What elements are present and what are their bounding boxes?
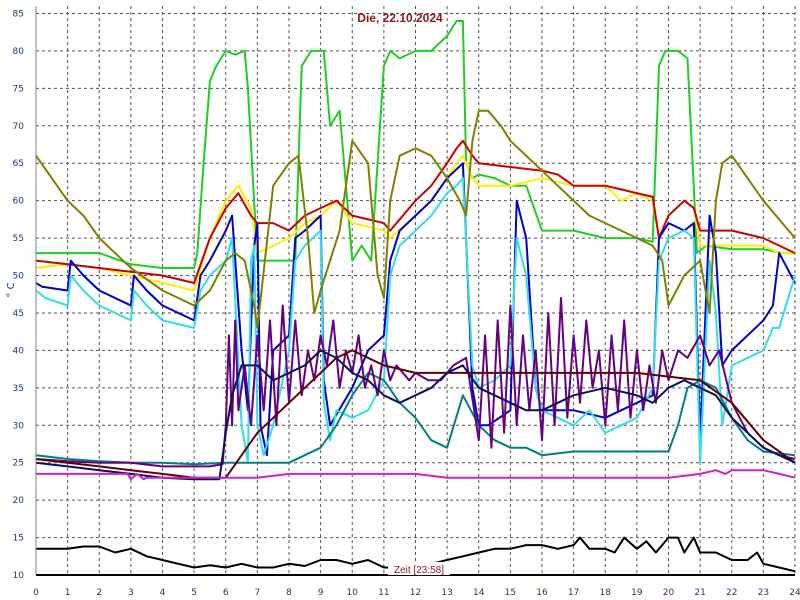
y-tick-label: 75	[13, 84, 24, 94]
x-tick-label: 11	[378, 588, 389, 598]
y-tick-label: 25	[13, 459, 24, 469]
x-tick-label: 0	[33, 588, 39, 598]
x-tick-label: 13	[441, 588, 452, 598]
x-tick-label: 5	[191, 588, 197, 598]
x-tick-label: 17	[568, 588, 579, 598]
y-tick-label: 85	[13, 9, 24, 19]
y-tick-label: 80	[13, 47, 25, 57]
y-tick-label: 55	[13, 234, 24, 244]
y-tick-label: 35	[13, 384, 24, 394]
series-line	[36, 20, 795, 269]
x-tick-label: 18	[600, 588, 612, 598]
x-tick-labels: 0 1 2 3 4 5 6 7 8 9 10 11 12 13 14 15 16 17 18 19 20 21 22 23 24	[33, 588, 800, 598]
x-tick-label: 10	[347, 588, 359, 598]
y-tick-label: 60	[13, 197, 25, 207]
x-tick-label: 1	[65, 588, 71, 598]
series-line	[35, 139, 796, 284]
x-tick-label: 23	[758, 588, 769, 598]
x-axis-label: Zeit [23:58]	[394, 565, 444, 576]
y-tick-label: 45	[13, 309, 24, 319]
x-tick-label: 15	[505, 588, 516, 598]
y-tick-label: 20	[13, 496, 25, 506]
y-axis-label: ° C	[6, 282, 17, 297]
x-tick-label: 20	[663, 588, 675, 598]
y-tick-label: 40	[13, 346, 25, 356]
series-line	[36, 536, 796, 573]
x-tick-label: 3	[128, 588, 134, 598]
series-lines	[35, 20, 796, 573]
x-tick-label: 24	[789, 588, 800, 598]
y-tick-label: 15	[13, 534, 24, 544]
series-line	[36, 469, 796, 481]
series-line	[35, 109, 796, 329]
series-line	[35, 177, 796, 464]
x-axis-label-background	[388, 562, 450, 575]
series-line	[35, 371, 796, 466]
y-tick-label: 30	[13, 421, 25, 431]
x-tick-label: 21	[694, 588, 705, 598]
y-tick-label: 10	[13, 571, 25, 581]
x-tick-label: 7	[255, 588, 261, 598]
x-tick-label: 6	[223, 588, 229, 598]
x-tick-label: 9	[318, 588, 324, 598]
y-tick-label: 65	[13, 159, 24, 169]
y-tick-label: 70	[13, 122, 25, 132]
x-tick-label: 14	[473, 588, 485, 598]
x-tick-label: 2	[96, 588, 102, 598]
series-line	[35, 349, 796, 481]
x-tick-label: 22	[726, 588, 737, 598]
series-line	[35, 162, 796, 457]
x-tick-label: 8	[286, 588, 292, 598]
x-tick-label: 12	[410, 588, 421, 598]
x-tick-label: 16	[536, 588, 548, 598]
y-tick-label: 50	[13, 272, 25, 282]
y-tick-labels: 10 15 20 25 30 35 40 45 50 55 60 65 70 75 80 85	[13, 9, 25, 581]
chart-title: Die, 22.10.2024	[357, 11, 443, 25]
series-line	[35, 349, 796, 479]
x-tick-label: 4	[160, 588, 166, 598]
x-tick-label: 19	[631, 588, 643, 598]
